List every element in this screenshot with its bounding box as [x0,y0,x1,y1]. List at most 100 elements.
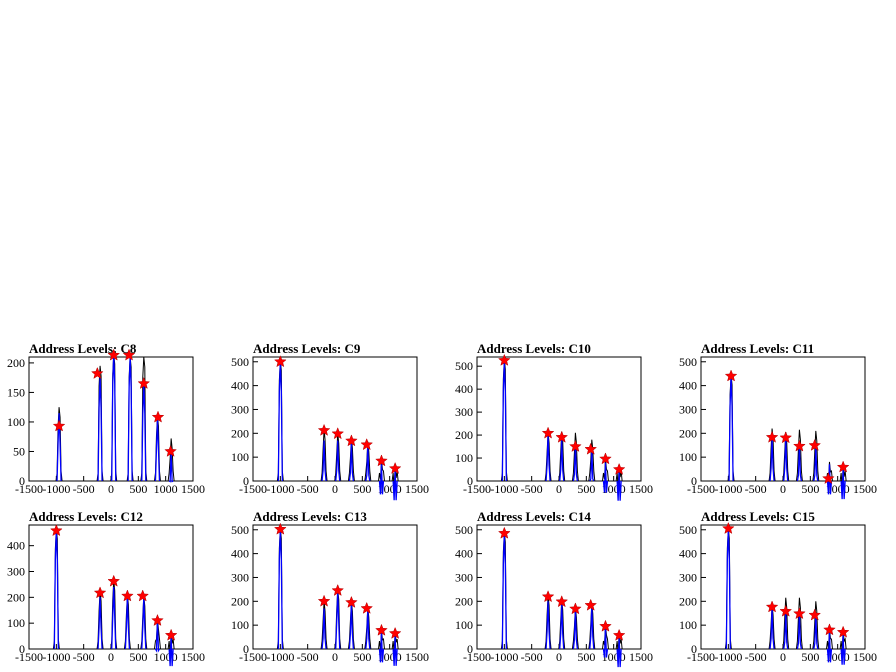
peak-marker [793,607,806,620]
y-tick-label: 0 [19,642,25,656]
y-tick-label: 100 [231,618,249,632]
peak-marker [331,427,345,440]
x-tick-label: -1000 [266,482,294,496]
peak-marker [599,452,612,465]
y-tick-label: 300 [7,565,25,579]
y-tick-label: 0 [467,642,473,656]
x-tick-label: -1000 [42,650,70,664]
x-tick-label: 0 [332,650,338,664]
fit-peak [321,440,327,482]
y-tick-label: 500 [231,523,249,537]
x-tick-label: -500 [73,482,95,496]
x-tick-label: 0 [332,482,338,496]
fit-peak [56,413,62,482]
peak-marker [52,419,66,432]
y-tick-label: 0 [467,474,473,488]
peak-marker [49,523,63,537]
chart-title: Address Levels: C13 [253,509,367,524]
y-tick-label: 300 [679,570,697,584]
x-tick-label: 500 [801,650,819,664]
x-tick-label: 1000 [154,650,178,664]
x-tick-label: -500 [73,650,95,664]
plot-frame [476,356,642,482]
peak-marker [151,613,164,626]
histogram-peak [588,439,596,482]
peak-marker [569,602,582,615]
peak-marker [360,438,374,451]
x-tick-label: -1000 [266,650,294,664]
peak-marker [375,454,388,467]
chart-title: Address Levels: C11 [701,341,814,356]
plot-frame [476,524,642,650]
x-tick-label: 0 [780,482,786,496]
chart-panel: Address Levels: C8 0 50 100 150 200 -1500 -1000… [7,341,205,496]
x-tick-label: 1500 [629,650,653,664]
y-tick-label: 500 [679,523,697,537]
x-tick-label: -500 [521,650,543,664]
peak-marker [793,439,806,452]
chart-title: Address Levels: C10 [477,341,591,356]
peak-marker [779,604,793,617]
y-tick-label: 200 [679,594,697,608]
chart-title: Address Levels: C12 [29,509,143,524]
peak-marker [375,623,388,636]
y-tick-label: 500 [679,355,697,369]
chart-title: Address Levels: C8 [29,341,137,356]
chart-title: Address Levels: C14 [477,509,591,524]
y-tick-label: 400 [455,382,473,396]
y-tick-label: 0 [243,642,249,656]
plot-frame [28,356,194,482]
y-tick-label: 400 [679,547,697,561]
peak-marker [388,626,402,639]
fit-peak [321,608,327,650]
peak-marker [765,600,779,613]
y-tick-label: 100 [679,450,697,464]
chart-panel: Address Levels: C15 0 100 200 300 400 500 -1500… [679,509,877,665]
fit-peak [97,597,103,650]
fit-peak [335,440,341,482]
chart-panel: Address Levels: C10 0 100 200 300 400 500 -1500… [455,341,653,501]
peak-marker [765,430,779,443]
peak-marker [823,623,836,636]
y-tick-label: 500 [455,523,473,537]
peak-marker [273,522,287,535]
histogram-peak [812,601,820,650]
x-tick-label: -500 [297,650,319,664]
x-tick-label: -1500 [687,650,715,664]
histogram-peak [795,429,803,482]
peak-marker [360,601,374,614]
x-tick-label: -500 [521,482,543,496]
x-tick-label: -1500 [239,650,267,664]
y-tick-label: 300 [455,405,473,419]
x-tick-label: 0 [108,482,114,496]
x-tick-label: 500 [129,650,147,664]
peak-marker [164,444,177,457]
y-tick-label: 0 [19,474,25,488]
y-tick-label: 200 [455,594,473,608]
peak-marker [151,410,165,423]
y-tick-label: 400 [231,379,249,393]
y-tick-label: 200 [231,594,249,608]
peak-marker [836,625,850,638]
x-tick-label: -1000 [714,650,742,664]
peak-marker [317,594,331,607]
y-tick-label: 500 [455,359,473,373]
peak-marker [137,376,151,389]
fit-peak [826,464,833,495]
peak-marker [107,348,121,361]
peak-marker [555,595,569,608]
x-tick-label: -1500 [463,650,491,664]
peak-marker [317,423,331,436]
peak-marker [599,619,612,632]
histogram-peak [812,430,820,482]
y-tick-label: 100 [7,415,25,429]
fit-peak [378,464,385,495]
peak-marker [808,438,822,451]
x-tick-label: 1500 [181,482,205,496]
y-tick-label: 400 [679,379,697,393]
x-tick-label: 0 [108,650,114,664]
fit-peak [111,586,117,650]
x-tick-label: -1500 [687,482,715,496]
y-tick-label: 100 [455,618,473,632]
